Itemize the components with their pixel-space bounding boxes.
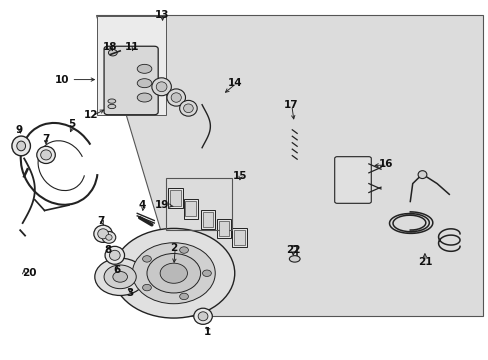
Ellipse shape: [108, 49, 117, 56]
Bar: [166, 178, 232, 230]
Text: 13: 13: [154, 10, 168, 20]
Polygon shape: [97, 16, 166, 116]
Bar: [185, 201, 196, 216]
Ellipse shape: [183, 104, 193, 113]
Text: 21: 21: [417, 257, 431, 267]
Text: 16: 16: [378, 159, 392, 169]
Ellipse shape: [108, 99, 116, 103]
Ellipse shape: [137, 93, 152, 102]
Ellipse shape: [156, 82, 166, 92]
Ellipse shape: [417, 171, 426, 179]
Ellipse shape: [102, 231, 116, 243]
Ellipse shape: [171, 93, 181, 102]
Polygon shape: [96, 15, 483, 316]
Text: 11: 11: [125, 42, 139, 52]
Bar: [183, 199, 198, 219]
Ellipse shape: [37, 146, 55, 163]
Circle shape: [113, 228, 234, 318]
Circle shape: [179, 293, 188, 300]
Text: 1: 1: [204, 327, 211, 337]
Text: 2: 2: [170, 243, 177, 253]
Ellipse shape: [179, 100, 197, 116]
Circle shape: [132, 243, 215, 304]
FancyBboxPatch shape: [104, 46, 158, 115]
Text: 7: 7: [42, 134, 50, 144]
Ellipse shape: [137, 79, 152, 87]
Text: 12: 12: [83, 111, 98, 121]
Bar: [167, 188, 182, 208]
Text: 7: 7: [97, 216, 104, 226]
Ellipse shape: [108, 104, 116, 109]
Text: 8: 8: [104, 245, 112, 255]
Ellipse shape: [289, 256, 300, 262]
Bar: [216, 219, 231, 238]
Ellipse shape: [109, 250, 120, 260]
Text: 18: 18: [103, 42, 118, 52]
Text: 22: 22: [285, 245, 300, 255]
Circle shape: [160, 263, 187, 283]
Ellipse shape: [17, 141, 25, 151]
Text: 17: 17: [283, 100, 298, 110]
Text: 10: 10: [54, 75, 69, 85]
Ellipse shape: [198, 312, 207, 321]
Circle shape: [95, 258, 145, 296]
Bar: [218, 221, 229, 236]
Ellipse shape: [166, 89, 185, 106]
Ellipse shape: [12, 136, 30, 156]
Bar: [169, 190, 180, 206]
Ellipse shape: [137, 64, 152, 73]
Circle shape: [142, 256, 151, 262]
Ellipse shape: [152, 78, 171, 96]
Text: 19: 19: [154, 200, 168, 210]
Ellipse shape: [98, 229, 108, 239]
Ellipse shape: [105, 234, 112, 240]
Circle shape: [147, 253, 200, 293]
Circle shape: [179, 247, 188, 253]
Text: 4: 4: [138, 200, 145, 210]
Ellipse shape: [105, 246, 124, 264]
Ellipse shape: [41, 150, 51, 160]
Circle shape: [104, 265, 136, 289]
Bar: [200, 210, 215, 229]
Text: 6: 6: [113, 265, 120, 275]
Text: 5: 5: [68, 120, 75, 129]
Text: 15: 15: [232, 171, 246, 181]
Ellipse shape: [94, 225, 112, 242]
Bar: [234, 230, 244, 245]
Text: 3: 3: [126, 288, 133, 298]
Text: 9: 9: [16, 125, 23, 135]
Circle shape: [202, 270, 211, 276]
Ellipse shape: [193, 308, 212, 324]
Text: 14: 14: [227, 78, 242, 88]
Text: 20: 20: [21, 268, 36, 278]
Bar: [202, 212, 213, 227]
Circle shape: [113, 271, 127, 282]
Circle shape: [142, 284, 151, 291]
FancyBboxPatch shape: [334, 157, 370, 203]
Bar: [232, 228, 246, 247]
